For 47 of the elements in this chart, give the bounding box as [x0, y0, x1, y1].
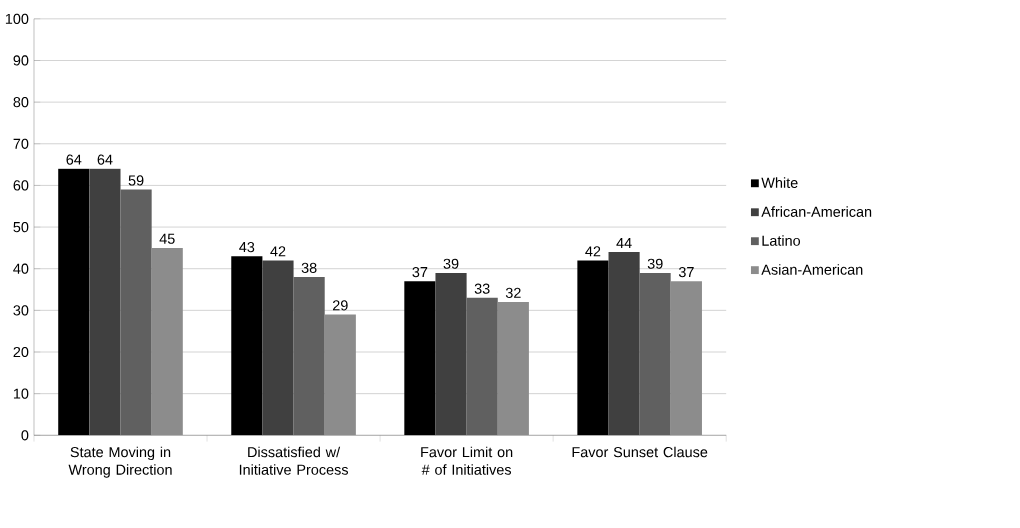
- bar: [577, 260, 609, 436]
- data-label: 64: [66, 154, 82, 165]
- y-tick-label: 20: [13, 347, 29, 358]
- y-tick-label: 30: [13, 305, 29, 316]
- bar: [466, 298, 498, 436]
- data-label: 38: [301, 262, 317, 274]
- bar: [120, 189, 152, 436]
- data-label: 29: [332, 300, 348, 311]
- data-label: 64: [97, 154, 113, 165]
- bar: [262, 260, 294, 436]
- bar: [639, 273, 671, 436]
- legend-label: Asian-American: [761, 264, 863, 275]
- data-label: 43: [239, 242, 255, 253]
- data-label: 44: [616, 238, 632, 249]
- y-tick-label: 80: [13, 97, 29, 108]
- y-tick-label: 90: [13, 55, 29, 66]
- data-label: 39: [647, 258, 663, 270]
- data-label: 32: [505, 287, 521, 299]
- bar: [293, 277, 325, 436]
- legend-label: Latino: [762, 235, 801, 247]
- bar: [231, 256, 263, 436]
- bar: [404, 281, 436, 436]
- bar: [435, 273, 467, 436]
- data-label: 59: [128, 175, 144, 186]
- y-tick-label: 70: [13, 138, 29, 150]
- data-label: 45: [159, 233, 175, 245]
- bar: [608, 252, 640, 436]
- y-tick-label: 0: [21, 430, 29, 441]
- data-label: 42: [270, 246, 286, 257]
- y-tick-label: 10: [13, 388, 29, 399]
- bar: [58, 168, 90, 436]
- data-label: 39: [443, 258, 459, 270]
- data-label: 33: [474, 283, 490, 295]
- y-tick-label: 100: [5, 13, 29, 25]
- y-tick-label: 40: [13, 263, 29, 275]
- data-label: 37: [678, 267, 694, 278]
- legend-label: African-American: [761, 206, 872, 218]
- x-tick-label: Favor Sunset Clause: [572, 446, 708, 458]
- x-tick-label: State Moving in Wrong Direction: [68, 446, 172, 478]
- x-tick-label: Dissatisfied w/ Initiative Process: [239, 446, 349, 476]
- data-label: 37: [412, 267, 428, 278]
- x-tick-label: Favor Limit on # of Initiatives: [421, 446, 513, 476]
- y-tick-label: 60: [13, 180, 29, 191]
- bar: [89, 168, 121, 436]
- data-label: 42: [585, 246, 601, 257]
- y-tick-label: 50: [13, 222, 29, 233]
- legend-label: White: [761, 177, 798, 189]
